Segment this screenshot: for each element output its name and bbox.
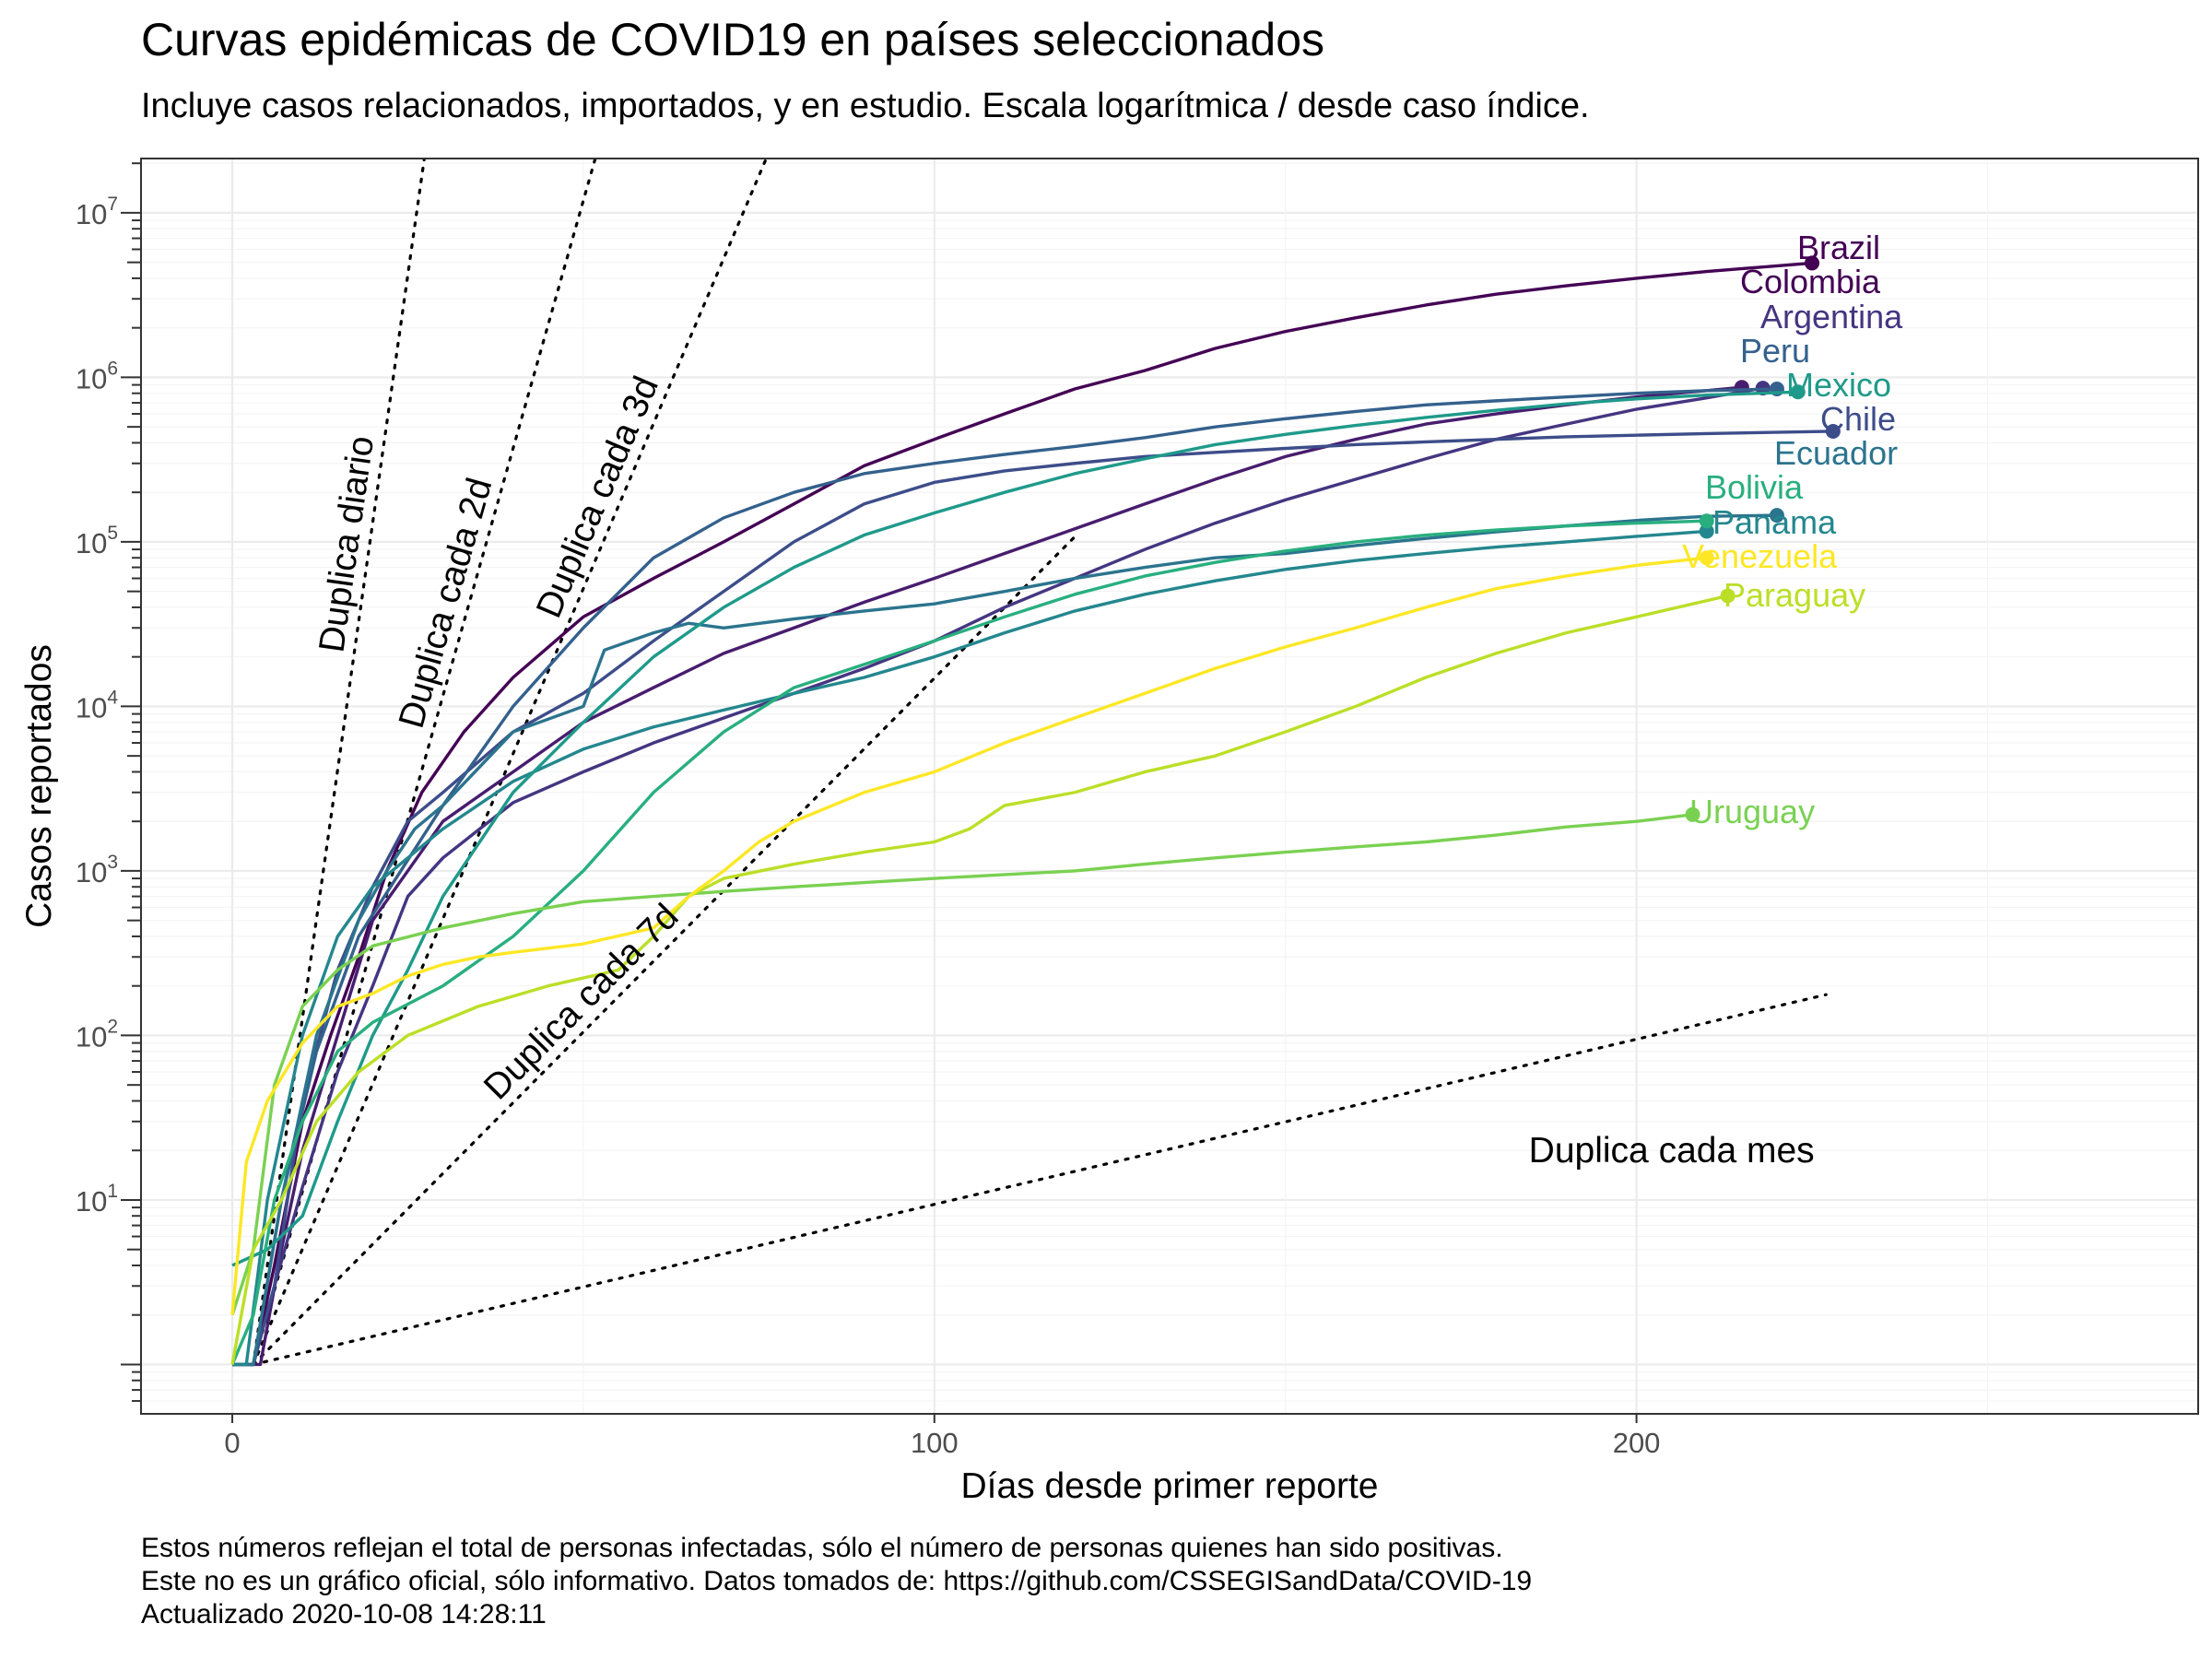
y-tick-label: 104 (76, 687, 118, 724)
axis-layer: 101 102 103 104 105 106 107 0 100 200 (76, 162, 1661, 1459)
country-label-brazil: Brazil (1797, 229, 1880, 266)
series-line-colombia (232, 385, 1743, 1367)
series-endpoint-bolivia (1699, 513, 1714, 529)
country-labels: Duplica diario Duplica cada 2d Duplica cad… (312, 229, 1903, 1171)
reference-line (252, 159, 426, 1367)
caption-line-3: Actualizado 2020-10-08 14:28:11 (141, 1599, 547, 1630)
x-tick-label: 100 (911, 1427, 959, 1459)
y-tick-label: 103 (76, 852, 118, 888)
series-line-uruguay (230, 813, 1693, 1316)
series-endpoint-ecuador (1769, 508, 1784, 524)
reference-lines (252, 159, 1828, 1367)
chart-title: Curvas epidémicas de COVID19 en países s… (141, 14, 1325, 65)
country-label-bolivia: Bolivia (1705, 468, 1804, 506)
series-endpoint-chile (1825, 423, 1841, 439)
series-endpoint-venezuela (1699, 550, 1714, 566)
plot-panel-border (140, 158, 2199, 1415)
series-line-peru (232, 387, 1777, 1367)
country-label-panama: Panama (1712, 503, 1837, 541)
series-endpoint-panama (1699, 524, 1714, 539)
country-label-uruguay: Uruguay (1689, 793, 1815, 830)
series-endpoint-paraguay (1720, 588, 1735, 604)
caption-line-1: Estos números reflejan el total de perso… (141, 1533, 1503, 1563)
y-tick-label: 106 (76, 358, 118, 394)
x-axis-label: Días desde primer reporte (960, 1466, 1378, 1506)
country-label-ecuador: Ecuador (1774, 434, 1898, 472)
country-label-peru: Peru (1740, 332, 1810, 370)
reference-line (252, 535, 1077, 1367)
series-endpoint-brazil (1805, 255, 1820, 271)
reference-line (252, 159, 597, 1367)
grid-layer (141, 159, 2198, 1414)
country-label-argentina: Argentina (1760, 298, 1903, 335)
reference-line (252, 159, 769, 1367)
series-line-panama (232, 529, 1707, 1367)
reference-line-label: Duplica cada 2d (392, 474, 500, 733)
reference-line (252, 993, 1828, 1367)
y-tick-label: 102 (76, 1016, 118, 1053)
series-layer (230, 255, 1841, 1367)
chart-subtitle: Incluye casos relacionados, importados, … (141, 87, 1590, 125)
x-tick-label: 0 (224, 1427, 240, 1459)
reference-line-label: Duplica cada mes (1529, 1131, 1815, 1171)
reference-line-label: Duplica cada 3d (529, 371, 666, 623)
country-label-chile: Chile (1820, 400, 1896, 438)
y-tick-label: 101 (76, 1181, 118, 1218)
caption-line-2: Este no es un gráfico oficial, sólo info… (141, 1566, 1533, 1596)
series-line-brazil (232, 261, 1813, 1367)
country-label-colombia: Colombia (1740, 263, 1881, 300)
series-endpoint-mexico (1790, 384, 1806, 400)
country-label-mexico: Mexico (1786, 366, 1891, 404)
series-line-venezuela (230, 556, 1707, 1315)
country-label-paraguay: Paraguay (1724, 576, 1865, 614)
reference-line-label: Duplica diario (312, 433, 382, 654)
y-tick-label: 105 (76, 523, 118, 559)
series-line-ecuador (232, 513, 1777, 1367)
series-line-mexico (231, 390, 1798, 1267)
series-endpoint-uruguay (1685, 806, 1700, 822)
country-label-venezuela: Venezuela (1682, 537, 1838, 575)
x-tick-label: 200 (1613, 1427, 1661, 1459)
y-tick-label: 107 (76, 194, 118, 230)
series-line-bolivia (230, 519, 1707, 1366)
y-axis-label: Casos reportados (19, 644, 59, 928)
series-line-paraguay (230, 594, 1728, 1365)
reference-line-label: Duplica cada 7d (477, 897, 687, 1108)
